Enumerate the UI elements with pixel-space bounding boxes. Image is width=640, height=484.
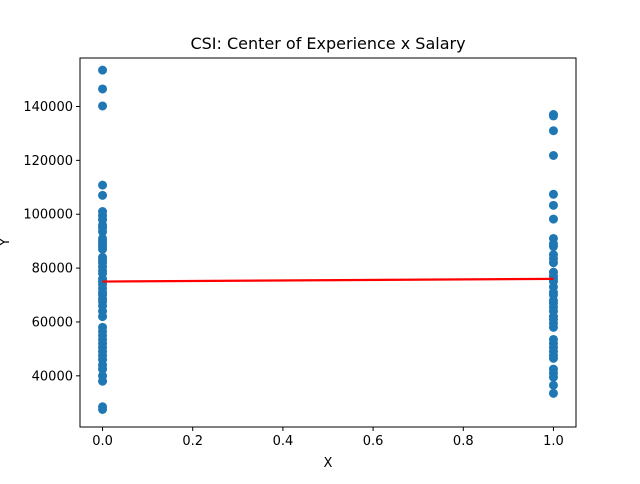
- y-tick-label: 100000: [23, 208, 73, 223]
- scatter-point: [548, 200, 558, 210]
- y-axis-label: Y: [0, 238, 13, 247]
- scatter-point: [548, 372, 558, 382]
- scatter-point: [548, 353, 558, 363]
- y-tick-label: 80000: [32, 262, 73, 277]
- x-tick-label: 0.4: [273, 434, 294, 449]
- scatter-point: [548, 322, 558, 332]
- scatter-point: [98, 364, 108, 374]
- scatter-point: [98, 84, 108, 94]
- scatter-point: [98, 244, 108, 254]
- scatter-point: [548, 214, 558, 224]
- y-tick-label: 40000: [32, 369, 73, 384]
- scatter-point: [98, 404, 108, 414]
- scatter-point: [98, 180, 108, 190]
- x-axis-label: X: [324, 456, 333, 471]
- scatter-point: [548, 242, 558, 252]
- scatter-point: [548, 258, 558, 268]
- plot-marks: [98, 65, 558, 414]
- axes-frame: [79, 57, 577, 428]
- y-axis-ticks: 40000 60000 80000 100000 120000 140000: [23, 100, 80, 384]
- scatter-point: [98, 376, 108, 386]
- x-tick-label: 0.0: [92, 434, 113, 449]
- scatter-point: [548, 126, 558, 136]
- scatter-point: [98, 190, 108, 200]
- scatter-point: [548, 151, 558, 161]
- x-tick-label: 0.2: [182, 434, 203, 449]
- regression-line: [102, 277, 554, 283]
- y-tick-label: 140000: [23, 100, 73, 115]
- chart-title: CSI: Center of Experience x Salary: [190, 34, 465, 53]
- scatter-point: [548, 189, 558, 199]
- scatter-point: [548, 111, 558, 121]
- scatter-point: [98, 65, 108, 75]
- scatter-point: [98, 101, 108, 111]
- scatter-point: [548, 380, 558, 390]
- scatter-point: [98, 227, 108, 237]
- y-tick-label: 120000: [23, 154, 73, 169]
- scatter-point: [98, 312, 108, 322]
- y-tick-label: 60000: [32, 315, 73, 330]
- x-tick-label: 1.0: [543, 434, 564, 449]
- x-tick-label: 0.8: [453, 434, 474, 449]
- scatter-point: [548, 388, 558, 398]
- x-axis-ticks: 0.0 0.2 0.4 0.6 0.8 1.0: [92, 427, 564, 449]
- x-tick-label: 0.6: [363, 434, 384, 449]
